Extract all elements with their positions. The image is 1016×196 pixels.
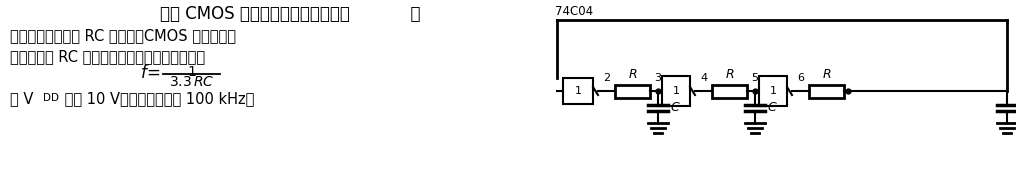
Bar: [563, 78, 593, 104]
Text: 5: 5: [752, 73, 759, 83]
Text: 2: 2: [604, 73, 611, 83]
Text: 用三级阻容网络的 RC 振荡器。CMOS 因输入阻抗: 用三级阻容网络的 RC 振荡器。CMOS 因输入阻抗: [10, 28, 236, 43]
Text: R: R: [822, 68, 831, 81]
Text: DD: DD: [43, 93, 59, 103]
Text: 极高，只要 RC 正确就会按计算得到的频率振荡: 极高，只要 RC 正确就会按计算得到的频率振荡: [10, 49, 205, 64]
Text: C: C: [670, 101, 679, 113]
Text: $3.3\,RC$: $3.3\,RC$: [170, 75, 214, 89]
Text: 6: 6: [798, 73, 805, 83]
Bar: [615, 84, 650, 97]
Text: 1: 1: [673, 86, 680, 96]
Bar: [759, 76, 787, 106]
Text: 采: 采: [400, 5, 421, 23]
Bar: [712, 84, 747, 97]
Text: 1: 1: [574, 86, 581, 96]
Text: R: R: [725, 68, 734, 81]
Text: 1: 1: [188, 65, 196, 79]
Bar: [662, 76, 690, 106]
Text: $f\!=\!$: $f\!=\!$: [140, 64, 161, 82]
Text: 4: 4: [700, 73, 707, 83]
Text: 大于 10 V，振荡频率可达 100 kHz。: 大于 10 V，振荡频率可达 100 kHz。: [60, 91, 254, 106]
Text: C: C: [767, 101, 776, 113]
Text: 1: 1: [769, 86, 776, 96]
Text: R: R: [628, 68, 637, 81]
Text: 3: 3: [654, 73, 661, 83]
Text: 74C04: 74C04: [555, 5, 593, 18]
Text: 采用 CMOS 门电路的两级相移振荡器: 采用 CMOS 门电路的两级相移振荡器: [161, 5, 350, 23]
Bar: [809, 84, 844, 97]
Text: 若 V: 若 V: [10, 91, 34, 106]
